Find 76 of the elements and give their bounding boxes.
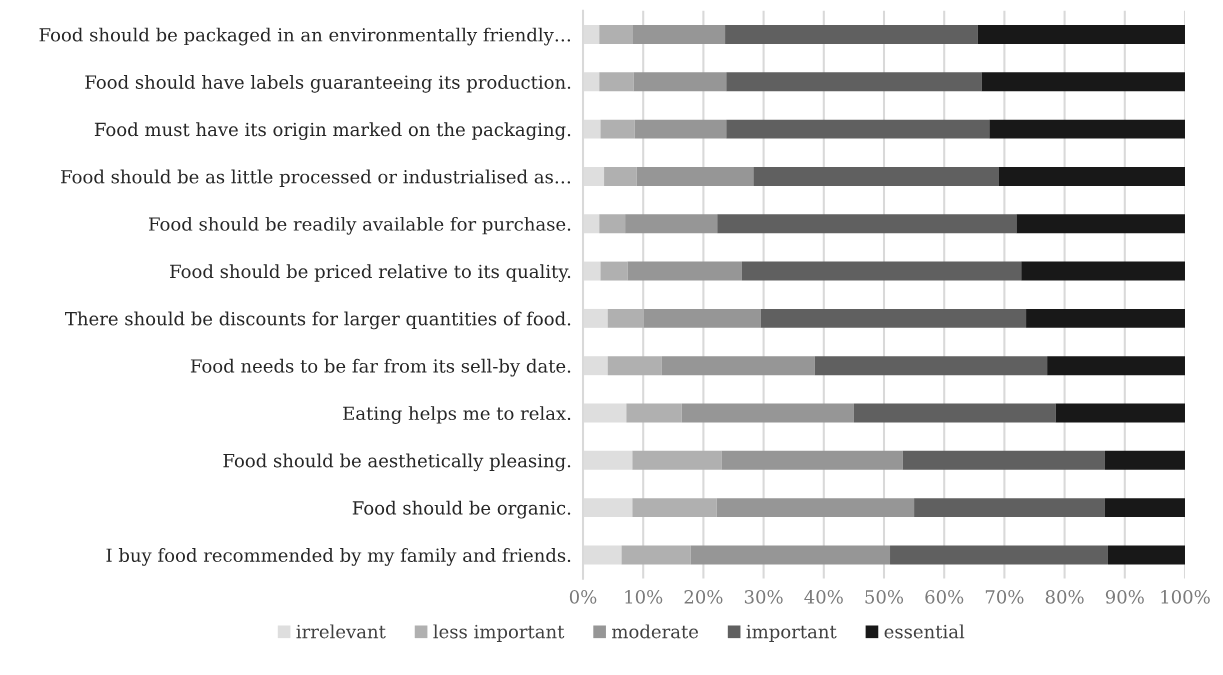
- bar: [914, 498, 1105, 518]
- y-tick-label: Food should be aesthetically pleasing.: [223, 453, 571, 472]
- bar: [632, 498, 717, 518]
- bar: [599, 214, 626, 234]
- bar: [627, 261, 742, 281]
- x-tick-label: 10%: [625, 590, 663, 604]
- bar: [1104, 498, 1185, 518]
- bar: [643, 308, 761, 328]
- bar: [600, 119, 635, 139]
- bar: [1016, 214, 1185, 234]
- bar: [600, 261, 628, 281]
- x-tick-label: 90%: [1105, 590, 1144, 604]
- bar: [626, 403, 682, 423]
- x-tick-label: 60%: [925, 590, 964, 604]
- y-tick-label: Eating helps me to relax.: [343, 406, 571, 424]
- y-tick-label: I buy food recommended by my family and friends.: [106, 548, 571, 566]
- bar: [1021, 261, 1185, 281]
- x-tick-label: 30%: [744, 590, 783, 604]
- bar: [741, 261, 1022, 281]
- legend-label: moderate: [612, 624, 699, 639]
- legend-label: important: [746, 624, 837, 642]
- bar: [726, 72, 982, 92]
- legend-label: less important: [433, 624, 565, 642]
- bar: [607, 308, 644, 328]
- x-tick-label: 50%: [865, 590, 904, 604]
- bar: [726, 119, 990, 139]
- bar: [998, 166, 1185, 186]
- bar: [634, 119, 727, 139]
- x-tick-label: 40%: [804, 590, 843, 604]
- y-tick-label: Food should have labels guaranteeing its production.: [85, 74, 571, 93]
- bar: [717, 214, 1017, 234]
- x-tick-label: 70%: [985, 590, 1024, 604]
- bar: [753, 166, 999, 186]
- bar: [625, 214, 718, 234]
- bar: [599, 25, 633, 44]
- bar: [814, 356, 1048, 376]
- y-tick-label: Food should be as little processed or industrialised as…: [61, 169, 571, 188]
- bar: [902, 450, 1105, 470]
- bar: [1047, 356, 1185, 376]
- y-tick-label: Food needs to be far from its sell-by date.: [190, 358, 571, 377]
- bar: [632, 25, 726, 44]
- y-tick-label: Food should be organic.: [352, 500, 571, 519]
- bar: [633, 72, 727, 92]
- x-tick-label: 100%: [1161, 590, 1210, 604]
- bar: [690, 545, 891, 565]
- bar: [853, 403, 1056, 423]
- legend-label: irrelevant: [296, 624, 386, 639]
- bar: [661, 356, 815, 376]
- y-tick-label: Food must have its origin marked on the packaging.: [94, 122, 571, 140]
- bar: [1104, 450, 1185, 470]
- bar: [760, 308, 1027, 328]
- bar: [607, 356, 662, 376]
- bar: [989, 119, 1185, 139]
- x-tick-label: 0%: [569, 590, 597, 604]
- bar: [604, 166, 637, 186]
- legend-label: essential: [884, 624, 965, 639]
- y-tick-label: There should be discounts for larger quantities of food.: [65, 311, 571, 330]
- bar: [632, 450, 722, 470]
- bar: [599, 72, 634, 92]
- bar: [681, 403, 854, 423]
- bar: [716, 498, 915, 518]
- bar: [1026, 308, 1185, 328]
- bar: [1107, 545, 1185, 565]
- bar: [981, 72, 1185, 92]
- bar: [725, 25, 978, 44]
- y-tick-label: Food should be priced relative to its quality.: [170, 264, 571, 282]
- bar: [890, 545, 1108, 565]
- bar: [721, 450, 903, 470]
- x-tick-label: 20%: [684, 590, 723, 604]
- bar: [977, 25, 1185, 44]
- bar: [621, 545, 691, 565]
- y-tick-label: Food should be readily available for purchase.: [148, 216, 571, 235]
- x-tick-label: 80%: [1045, 590, 1084, 604]
- bar: [1055, 403, 1185, 423]
- bar: [636, 166, 754, 186]
- y-tick-label: Food should be packaged in an environmentally friendly…: [39, 27, 571, 46]
